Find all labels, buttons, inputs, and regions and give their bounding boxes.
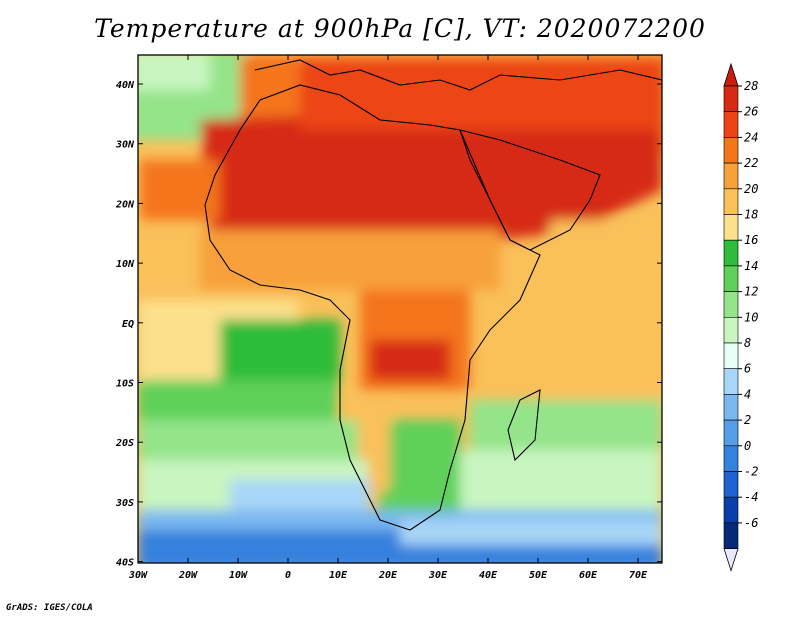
colorbar-swatch <box>723 137 739 164</box>
lon-tick-label: 30W <box>128 570 148 581</box>
colorbar-swatch <box>723 291 739 318</box>
lat-tick-label: 30N <box>115 140 135 151</box>
colorbar-swatch <box>723 85 739 113</box>
colorbar-swatch <box>723 316 739 344</box>
colorbar-over-arrow <box>723 62 739 87</box>
colorbar-label: 24 <box>744 130 758 144</box>
lat-tick-label: 10N <box>116 259 135 270</box>
colorbar-label: 16 <box>744 233 758 247</box>
colorbar-label: -4 <box>744 490 758 504</box>
colorbar-label: 20 <box>744 182 758 196</box>
colorbar-label: 18 <box>744 208 758 222</box>
colorbar-swatch <box>723 445 739 472</box>
lon-tick-label: 10E <box>329 570 348 581</box>
colorbar-swatch <box>723 265 739 292</box>
lon-tick-label: 20W <box>178 570 198 581</box>
colorbar-swatch <box>723 214 739 241</box>
lon-tick-label: 0 <box>285 570 291 581</box>
lat-tick-label: 10S <box>116 379 134 390</box>
colorbar-swatch <box>723 111 739 138</box>
colorbar-label: 10 <box>744 310 758 324</box>
colorbar-under-arrow <box>723 548 739 572</box>
colorbar-label: 26 <box>744 105 758 119</box>
colorbar-label: 4 <box>744 387 751 401</box>
lon-tick-label: 50E <box>529 570 548 581</box>
colorbar-swatch <box>723 471 739 498</box>
longitude-axis: 30W 20W 10W 0 10E 20E 30E 40E 50E 60E 70E <box>128 55 648 581</box>
colorbar-swatch <box>723 368 739 395</box>
lon-tick-label: 10W <box>229 570 248 581</box>
colorbar-label: -2 <box>744 465 758 479</box>
lon-tick-label: 20E <box>378 570 398 581</box>
colorbar-label: 0 <box>744 439 751 453</box>
lon-tick-label: 30E <box>428 570 448 581</box>
map-frame <box>137 54 663 564</box>
coastlines <box>204 59 662 531</box>
colorbar-swatch <box>723 522 739 549</box>
colorbar-label: 28 <box>744 79 758 93</box>
colorbar-swatch <box>723 419 739 447</box>
lat-tick-label: 30S <box>115 498 134 509</box>
colorbar-swatch <box>723 496 739 524</box>
colorbar-label: 14 <box>744 259 758 273</box>
colorbar-swatch <box>723 162 739 190</box>
colorbar-label: 6 <box>744 362 751 376</box>
lat-tick-label: EQ <box>122 319 134 330</box>
lon-tick-label: 70E <box>629 570 648 581</box>
temperature-field <box>138 55 662 563</box>
latitude-axis: 40N 30N 20N 10N EQ 10S 20S 30S 40S <box>115 80 662 569</box>
colorbar-label: 22 <box>744 156 758 170</box>
colorbar-label: 12 <box>744 285 758 299</box>
lat-tick-label: 20N <box>115 199 135 210</box>
credit-text: GrADS: IGES/COLA <box>6 603 93 613</box>
colorbar-label: 8 <box>744 336 751 350</box>
colorbar-swatch <box>723 239 739 267</box>
map-title: Temperature at 900hPa [C], VT: 202007220… <box>94 14 706 43</box>
colorbar-label: 2 <box>744 413 751 427</box>
lat-tick-label: 40S <box>116 558 134 569</box>
colorbar-swatch <box>723 394 739 421</box>
lon-tick-label: 60E <box>579 570 598 581</box>
colorbar-swatch <box>723 342 739 370</box>
lat-tick-label: 20S <box>115 438 134 449</box>
lon-tick-label: 40E <box>479 570 498 581</box>
colorbar-swatch <box>723 188 739 215</box>
colorbar-label: -6 <box>744 516 758 530</box>
lat-tick-label: 40N <box>116 80 135 91</box>
